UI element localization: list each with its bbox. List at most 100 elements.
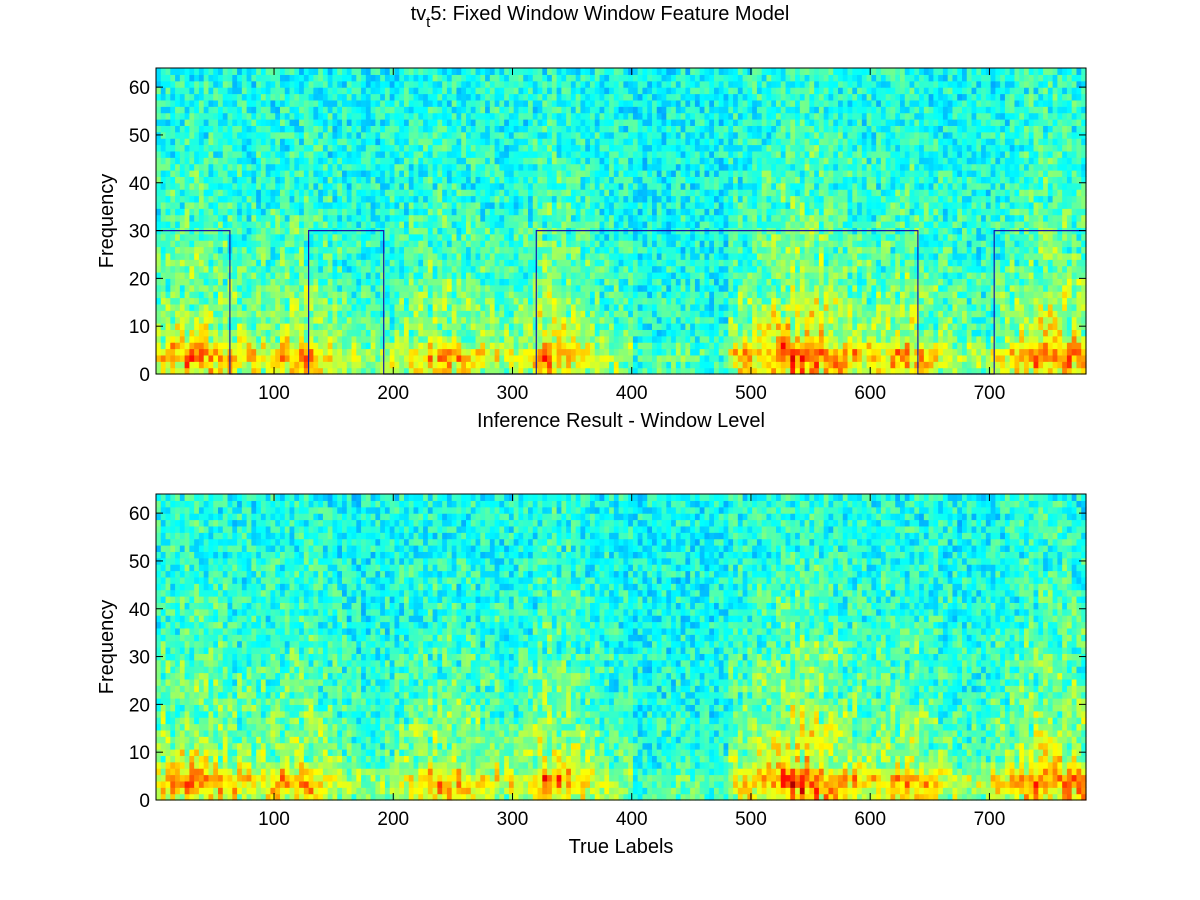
spectrogram-cell <box>261 317 266 324</box>
spectrogram-cell <box>466 240 471 247</box>
spectrogram-cell <box>294 317 299 324</box>
spectrogram-cell <box>313 285 318 292</box>
spectrogram-cell <box>890 304 895 311</box>
spectrogram-cell <box>1014 349 1019 356</box>
spectrogram-cell <box>518 291 523 298</box>
spectrogram-cell <box>762 317 767 324</box>
spectrogram-cell <box>671 272 676 279</box>
spectrogram-cell <box>557 323 562 330</box>
spectrogram-cell <box>662 272 667 279</box>
spectrogram-cell <box>232 298 237 305</box>
spectrogram-cell <box>156 349 161 356</box>
spectrogram-cell <box>232 361 237 368</box>
spectrogram-cell <box>323 240 328 247</box>
spectrogram-cell <box>800 266 805 273</box>
spectrogram-cell <box>609 240 614 247</box>
spectrogram-cell <box>1062 361 1067 368</box>
spectrogram-cell <box>571 361 576 368</box>
spectrogram-cell <box>504 349 509 356</box>
spectrogram-cell <box>995 361 1000 368</box>
spectrogram-cell <box>218 336 223 343</box>
spectrogram-cell <box>433 329 438 336</box>
spectrogram-cell <box>161 361 166 368</box>
spectrogram-cell <box>657 329 662 336</box>
spectrogram-cell <box>814 278 819 285</box>
spectrogram-cell <box>852 336 857 343</box>
spectrogram-cell <box>204 323 209 330</box>
spectrogram-cell <box>390 227 395 234</box>
spectrogram-cell <box>633 361 638 368</box>
spectrogram-cell <box>394 355 399 362</box>
spectrogram-cell <box>976 278 981 285</box>
spectrogram-cell <box>871 221 876 228</box>
spectrogram-cell <box>247 317 252 324</box>
spectrogram-cell <box>242 298 247 305</box>
spectrogram-cell <box>547 272 552 279</box>
spectrogram-cell <box>313 298 318 305</box>
spectrogram-cell <box>905 285 910 292</box>
spectrogram-cell <box>251 304 256 311</box>
spectrogram-cell <box>881 291 886 298</box>
spectrogram-cell <box>824 247 829 254</box>
spectrogram-cell <box>833 221 838 228</box>
spectrogram-cell <box>461 215 466 222</box>
spectrogram-cell <box>514 278 519 285</box>
spectrogram-cell <box>738 291 743 298</box>
spectrogram-cell <box>728 285 733 292</box>
spectrogram-cell <box>208 240 213 247</box>
spectrogram-cell <box>848 215 853 222</box>
spectrogram-cell <box>623 240 628 247</box>
spectrogram-cell <box>824 266 829 273</box>
spectrogram-row <box>156 342 1087 349</box>
spectrogram-cell <box>332 272 337 279</box>
spectrogram-cell <box>929 285 934 292</box>
spectrogram-cell <box>814 221 819 228</box>
spectrogram-cell <box>814 247 819 254</box>
spectrogram-cell <box>871 240 876 247</box>
spectrogram-cell <box>933 215 938 222</box>
spectrogram-cell <box>194 336 199 343</box>
spectrogram-cell <box>247 298 252 305</box>
spectrogram-cell <box>657 259 662 266</box>
spectrogram-cell <box>814 317 819 324</box>
spectrogram-cell <box>456 329 461 336</box>
spectrogram-cell <box>375 310 380 317</box>
spectrogram-cell <box>910 272 915 279</box>
spectrogram-cell <box>309 361 314 368</box>
spectrogram-cell <box>166 240 171 247</box>
spectrogram-cell <box>1024 278 1029 285</box>
spectrogram-cell <box>924 304 929 311</box>
spectrogram-cell <box>547 215 552 222</box>
spectrogram-cell <box>518 240 523 247</box>
spectrogram-cell <box>600 342 605 349</box>
spectrogram-cell <box>886 253 891 260</box>
spectrogram-cell <box>299 221 304 228</box>
spectrogram-cell <box>771 215 776 222</box>
spectrogram-cell <box>919 323 924 330</box>
spectrogram-cell <box>962 336 967 343</box>
spectrogram-cell <box>185 240 190 247</box>
spectrogram-cell <box>1076 329 1081 336</box>
spectrogram-cell <box>838 304 843 311</box>
spectrogram-cell <box>1053 310 1058 317</box>
spectrogram-cell <box>704 329 709 336</box>
spectrogram-cell <box>828 361 833 368</box>
spectrogram-cell <box>800 323 805 330</box>
spectrogram-cell <box>580 329 585 336</box>
spectrogram-cell <box>495 247 500 254</box>
spectrogram-cell <box>824 349 829 356</box>
spectrogram-cell <box>671 253 676 260</box>
spectrogram-cell <box>352 342 357 349</box>
spectrogram-cell <box>332 221 337 228</box>
spectrogram-cell <box>223 323 228 330</box>
spectrogram-cell <box>805 291 810 298</box>
spectrogram-cell <box>180 291 185 298</box>
spectrogram-cell <box>452 291 457 298</box>
spectrogram-cell <box>495 298 500 305</box>
spectrogram-cell <box>781 285 786 292</box>
spectrogram-cell <box>638 278 643 285</box>
spectrogram-cell <box>561 253 566 260</box>
spectrogram-cell <box>714 285 719 292</box>
spectrogram-cell <box>485 227 490 234</box>
spectrogram-cell <box>967 298 972 305</box>
